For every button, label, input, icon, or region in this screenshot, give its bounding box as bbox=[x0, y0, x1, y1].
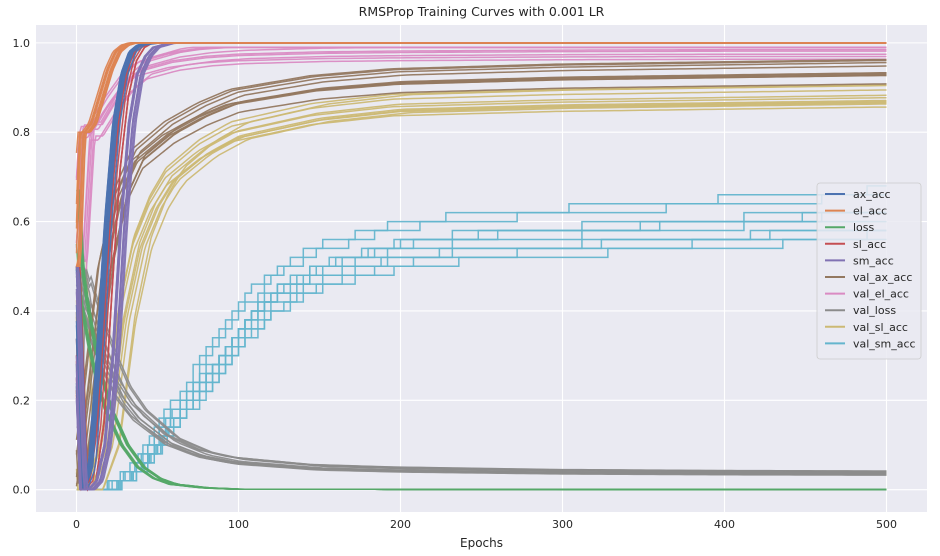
legend-item: loss bbox=[825, 221, 875, 234]
series-line-val-sl-acc bbox=[76, 103, 887, 491]
x-tick-label: 500 bbox=[876, 518, 897, 531]
legend-item: val_ax_acc bbox=[825, 271, 912, 284]
series-line-val-ax-acc bbox=[75, 58, 887, 455]
series-line-val-sm-acc bbox=[76, 211, 887, 491]
legend-item: val_el_acc bbox=[825, 288, 909, 301]
series-line-val-ax-acc bbox=[75, 74, 887, 440]
x-tick-label: 400 bbox=[714, 518, 735, 531]
y-tick-label: 0.2 bbox=[13, 394, 31, 407]
legend-label: val_ax_acc bbox=[853, 271, 912, 284]
chart-title: RMSProp Training Curves with 0.001 LR bbox=[359, 4, 605, 19]
x-axis-ticks: 0 100 200 300 400 500 bbox=[73, 518, 897, 531]
legend-label: loss bbox=[853, 221, 875, 234]
legend-item: el_acc bbox=[825, 205, 887, 218]
y-tick-label: 0.8 bbox=[13, 126, 31, 139]
y-tick-label: 0.6 bbox=[13, 216, 31, 229]
series-val-loss bbox=[75, 266, 887, 476]
legend-label: ax_acc bbox=[853, 188, 891, 201]
series-line-val-sm-acc bbox=[76, 194, 887, 491]
legend-item: sm_acc bbox=[825, 254, 894, 267]
x-tick-label: 200 bbox=[390, 518, 411, 531]
y-axis-ticks: 0.0 0.2 0.4 0.6 0.8 1.0 bbox=[13, 37, 31, 497]
plot-area bbox=[36, 25, 927, 512]
series-el-acc bbox=[75, 42, 887, 268]
series-line-loss bbox=[76, 189, 887, 491]
series-line-val-sl-acc bbox=[75, 102, 887, 491]
series-line-val-loss bbox=[75, 291, 887, 475]
series-line-val-sl-acc bbox=[75, 94, 887, 491]
legend-item: val_loss bbox=[825, 304, 896, 317]
series-line-val-loss bbox=[75, 270, 887, 476]
legend-label: sm_acc bbox=[853, 254, 894, 267]
legend-label: val_sm_acc bbox=[853, 337, 916, 350]
legend-label: sl_acc bbox=[853, 238, 886, 251]
series-line-val-loss bbox=[76, 268, 887, 474]
x-axis-label: Epochs bbox=[460, 536, 503, 550]
series-loss bbox=[75, 189, 887, 491]
series-lines bbox=[75, 42, 887, 492]
series-val-sm-acc bbox=[76, 185, 887, 491]
legend-item: sl_acc bbox=[825, 238, 886, 251]
series-line-el-acc bbox=[76, 42, 887, 268]
legend-item: ax_acc bbox=[825, 188, 891, 201]
x-tick-label: 300 bbox=[552, 518, 573, 531]
series-line-val-sl-acc bbox=[75, 99, 887, 491]
y-tick-label: 0.0 bbox=[13, 484, 31, 497]
y-tick-label: 0.4 bbox=[13, 305, 31, 318]
legend-item: val_sm_acc bbox=[825, 337, 916, 350]
legend-label: val_loss bbox=[853, 304, 896, 317]
legend-item: val_sl_acc bbox=[825, 321, 908, 334]
series-line-val-ax-acc bbox=[75, 59, 887, 487]
legend-label: val_sl_acc bbox=[853, 321, 908, 334]
x-tick-label: 100 bbox=[228, 518, 249, 531]
y-tick-label: 1.0 bbox=[13, 37, 31, 50]
x-tick-label: 0 bbox=[73, 518, 80, 531]
legend-label: el_acc bbox=[853, 205, 887, 218]
legend-label: val_el_acc bbox=[853, 288, 909, 301]
